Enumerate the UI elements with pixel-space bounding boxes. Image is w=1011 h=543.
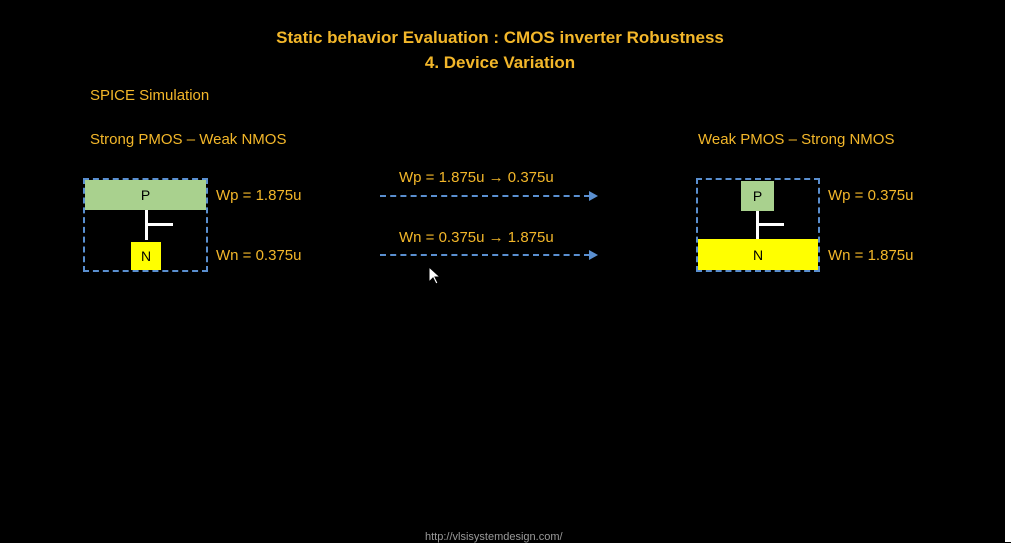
left-inverter-box: P N [83,178,208,272]
right-wp-label: Wp = 0.375u [828,187,914,204]
right-inverter-box: P N [696,178,820,272]
right-pmos-block: P [741,181,774,211]
left-heading: Strong PMOS – Weak NMOS [90,131,287,148]
left-stem-horizontal [145,223,173,226]
right-edge-strip [1005,0,1011,542]
left-nmos-block: N [131,242,161,270]
wn-transition-arrow [380,250,598,260]
wn-transition-label: Wn = 0.375u → 1.875u [399,229,554,246]
right-nmos-block: N [698,239,818,270]
left-nmos-label: N [140,248,152,264]
footer-url: http://vlsisystemdesign.com/ [425,531,563,543]
left-pmos-label: P [140,187,151,203]
right-heading: Weak PMOS – Strong NMOS [698,131,895,148]
left-pmos-block: P [85,180,206,210]
spice-simulation-label: SPICE Simulation [90,87,210,104]
mouse-pointer-icon [428,266,442,285]
right-stem-horizontal [756,223,784,226]
wp-transition-label: Wp = 1.875u → 0.375u [399,169,554,186]
slide-subtitle: 4. Device Variation [424,53,576,72]
right-nmos-label: N [752,246,764,263]
slide-title: Static behavior Evaluation : CMOS invert… [276,28,724,47]
left-wp-label: Wp = 1.875u [216,187,302,204]
wp-transition-arrow [380,191,598,201]
right-pmos-label: P [752,188,763,204]
left-wn-label: Wn = 0.375u [216,247,302,264]
right-wn-label: Wn = 1.875u [828,247,914,264]
